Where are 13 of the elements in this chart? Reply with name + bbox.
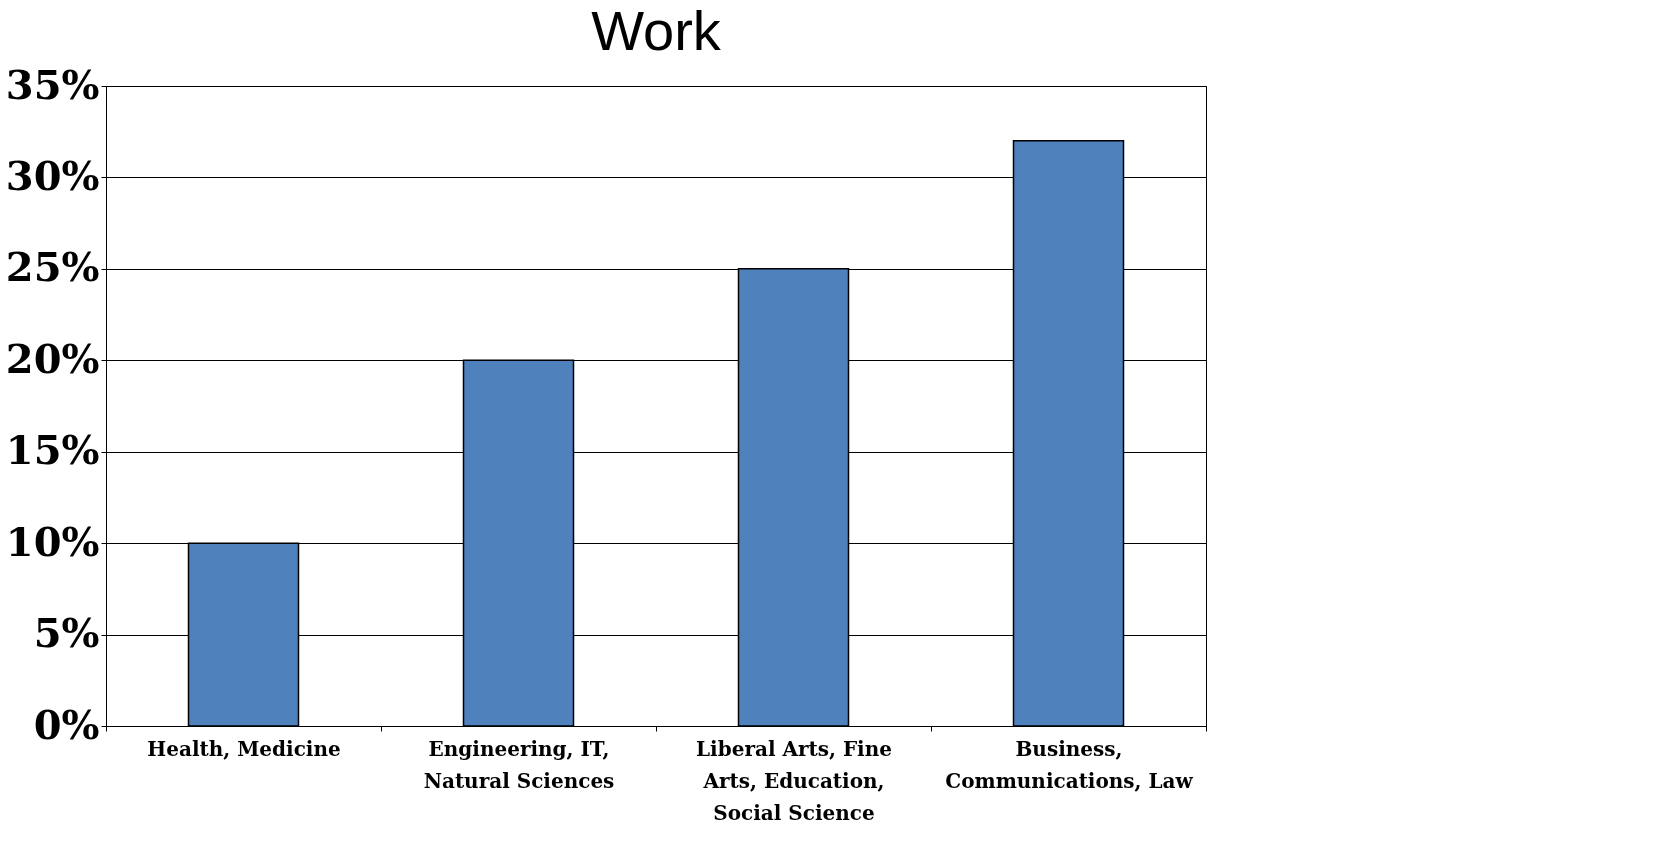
y-tick-label: 20% [5, 334, 100, 382]
x-tick-label: Health, Medicine [147, 736, 341, 761]
y-tick-label: 15% [5, 426, 100, 474]
x-tick-label: Liberal Arts, Fine Arts, Education, Social Science [696, 736, 892, 825]
chart-title: Work [591, 0, 722, 62]
x-tick-label: Engineering, IT, Natural Sciences [423, 736, 615, 793]
y-tick-label: 35% [5, 60, 100, 108]
y-tick-label: 30% [5, 151, 100, 199]
y-tick-label: 10% [5, 517, 100, 565]
x-tick-label: Business, Communications, Law [945, 736, 1194, 793]
y-tick-label: 25% [5, 243, 100, 291]
y-tick-label: 5% [33, 609, 100, 657]
y-tick-label: 0% [33, 700, 100, 748]
